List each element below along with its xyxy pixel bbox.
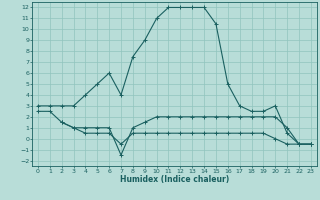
X-axis label: Humidex (Indice chaleur): Humidex (Indice chaleur) <box>120 175 229 184</box>
